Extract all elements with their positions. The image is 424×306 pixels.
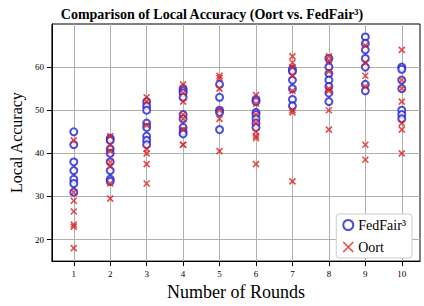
svg-text:Local Accuracy: Local Accuracy xyxy=(8,92,26,193)
svg-text:5: 5 xyxy=(217,269,222,279)
svg-text:1: 1 xyxy=(72,269,77,279)
svg-text:FedFair³: FedFair³ xyxy=(358,218,406,233)
svg-text:3: 3 xyxy=(144,269,149,279)
svg-text:Number of Rounds: Number of Rounds xyxy=(167,282,305,302)
svg-text:40: 40 xyxy=(35,148,45,158)
svg-text:10: 10 xyxy=(397,269,407,279)
svg-text:7: 7 xyxy=(290,269,295,279)
svg-text:Oort: Oort xyxy=(358,240,384,255)
svg-text:30: 30 xyxy=(35,191,45,201)
svg-text:4: 4 xyxy=(181,269,186,279)
svg-text:2: 2 xyxy=(108,269,113,279)
svg-text:9: 9 xyxy=(363,269,368,279)
svg-text:20: 20 xyxy=(35,235,45,245)
svg-text:8: 8 xyxy=(327,269,332,279)
svg-text:6: 6 xyxy=(254,269,259,279)
svg-text:50: 50 xyxy=(35,105,45,115)
svg-text:Comparison of Local Accuracy (: Comparison of Local Accuracy (Oort vs. F… xyxy=(61,7,364,23)
svg-text:60: 60 xyxy=(35,62,45,72)
